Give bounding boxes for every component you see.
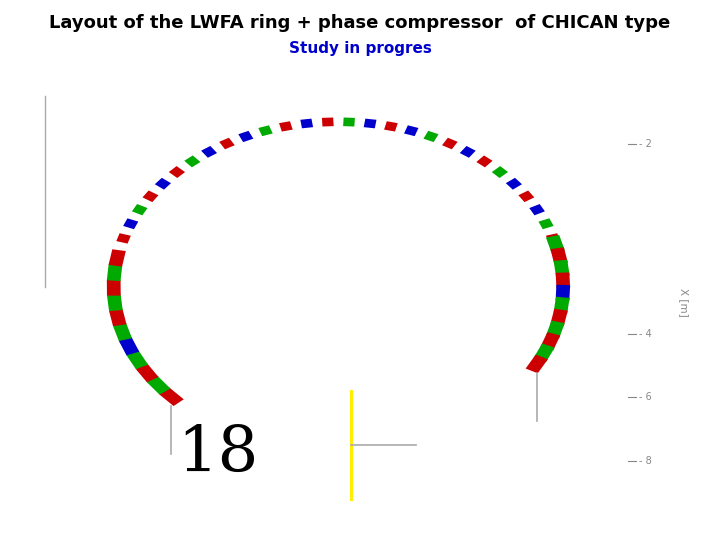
Bar (526, 355, 548, 373)
Bar (119, 337, 139, 355)
Text: - 4: - 4 (639, 329, 652, 339)
Bar (364, 119, 377, 129)
Bar (143, 191, 158, 202)
Text: - 6: - 6 (639, 393, 652, 402)
Text: 18: 18 (177, 424, 258, 485)
Bar (423, 131, 438, 142)
Text: - 2: - 2 (639, 139, 652, 149)
Bar (550, 309, 568, 326)
Bar (505, 178, 522, 190)
Bar (279, 122, 293, 132)
Bar (155, 178, 171, 190)
Bar (556, 285, 570, 301)
Bar (159, 388, 184, 406)
Bar (539, 218, 554, 229)
Bar (477, 156, 492, 167)
Bar (113, 323, 132, 341)
Bar (135, 363, 158, 382)
Bar (550, 247, 568, 265)
Bar (518, 191, 534, 202)
Bar (384, 122, 397, 132)
Bar (147, 376, 171, 395)
Bar (554, 260, 570, 276)
Bar (258, 125, 273, 136)
Bar (219, 138, 235, 150)
Bar (529, 204, 545, 215)
Bar (184, 156, 200, 167)
Bar (322, 118, 333, 126)
Bar (123, 218, 138, 229)
Bar (546, 233, 560, 244)
Bar (404, 125, 418, 136)
Bar (540, 332, 560, 350)
Bar (168, 166, 185, 178)
Bar (300, 119, 313, 129)
Bar (126, 350, 148, 369)
Bar (117, 233, 131, 244)
Bar (107, 294, 122, 311)
Bar (109, 309, 127, 326)
Bar (534, 343, 554, 362)
Bar (132, 204, 148, 215)
Bar (554, 297, 570, 314)
Bar (238, 131, 253, 142)
Bar (556, 272, 570, 288)
Bar (107, 265, 122, 281)
Bar (107, 280, 121, 296)
Bar (546, 235, 564, 253)
Bar (546, 321, 564, 339)
Text: X [m]: X [m] (679, 288, 689, 317)
Text: Layout of the LWFA ring + phase compressor  of CHICAN type: Layout of the LWFA ring + phase compress… (50, 14, 670, 31)
Bar (109, 249, 126, 267)
Bar (201, 146, 217, 158)
Text: - 8: - 8 (639, 456, 652, 466)
Text: Study in progres: Study in progres (289, 40, 431, 56)
Bar (460, 146, 476, 158)
Bar (492, 166, 508, 178)
Bar (442, 138, 458, 150)
Bar (343, 118, 355, 126)
